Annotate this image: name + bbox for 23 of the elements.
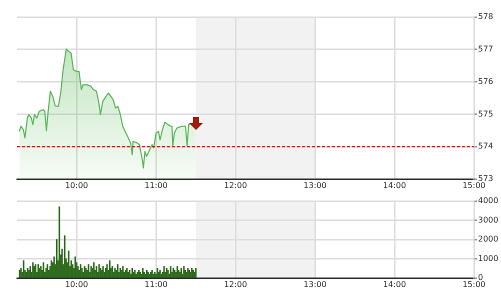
x-tick-label: 12:00 [224, 180, 248, 190]
x-tick-label: 10:00 [65, 280, 88, 289]
y-tick-label: 576 [478, 76, 494, 86]
x-tick-label: 12:00 [224, 280, 248, 289]
y-tick-label: 575 [478, 109, 494, 118]
y-tick-label: 577 [478, 44, 494, 54]
y-tick-label: 4000 [478, 196, 498, 206]
x-tick-label: 11:00 [144, 280, 168, 289]
x-tick-label: 15:00 [462, 180, 486, 190]
y-tick-label: 573 [478, 174, 494, 184]
y-tick-label: 1000 [478, 254, 498, 263]
x-tick-label: 11:00 [144, 180, 168, 190]
x-tick-label: 13:00 [304, 280, 327, 289]
x-tick-label: 14:00 [382, 180, 406, 190]
x-tick-label: 15:00 [462, 280, 486, 289]
y-tick-label: 3000 [478, 215, 498, 224]
x-tick-label: 14:00 [382, 280, 406, 289]
y-tick-label: 0 [478, 273, 484, 282]
y-tick-label: 578 [478, 12, 494, 22]
x-tick-label: 13:00 [304, 180, 327, 190]
y-tick-label: 574 [478, 142, 494, 151]
x-tick-label: 10:00 [65, 180, 88, 190]
y-tick-label: 2000 [478, 234, 498, 244]
